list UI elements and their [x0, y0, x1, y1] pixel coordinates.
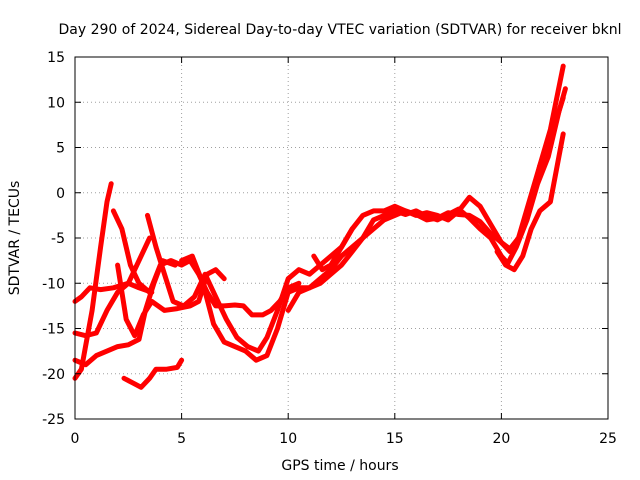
series-track-11 [311, 95, 566, 273]
y-tick-label: -10 [42, 276, 65, 292]
x-axis-label: GPS time / hours [281, 458, 398, 474]
x-tick-label: 0 [71, 431, 80, 447]
x-tick-label: 10 [279, 431, 297, 447]
x-tick-label: 20 [492, 431, 510, 447]
series-layer [72, 63, 568, 390]
chart-title: Day 290 of 2024, Sidereal Day-to-day VTE… [59, 22, 622, 38]
y-tick-label: -5 [51, 231, 65, 247]
y-tick-label: 0 [56, 186, 65, 202]
series-track-12 [494, 131, 566, 273]
ticks: 0 5 10 15 20 25 -25 -20 -15 -10 -5 0 5 10 15 [42, 50, 617, 447]
y-tick-label: -25 [42, 412, 65, 428]
series-track-9 [179, 86, 568, 363]
series-track-10 [285, 63, 566, 313]
series-track-8 [145, 212, 355, 354]
series-track-1 [72, 181, 114, 381]
series-track-3 [72, 235, 153, 339]
y-axis-label: SDTVAR / TECUs [7, 181, 23, 296]
y-tick-label: -20 [42, 367, 65, 383]
x-tick-label: 25 [599, 431, 617, 447]
series-track-6 [115, 262, 227, 339]
y-tick-label: 15 [47, 50, 65, 66]
x-tick-label: 15 [386, 431, 404, 447]
y-tick-label: 10 [47, 95, 65, 111]
y-tick-label: 5 [56, 141, 65, 157]
series-track-2 [72, 280, 155, 304]
x-tick-label: 5 [177, 431, 186, 447]
y-tick-label: -15 [42, 322, 65, 338]
series-track-7 [121, 357, 185, 390]
